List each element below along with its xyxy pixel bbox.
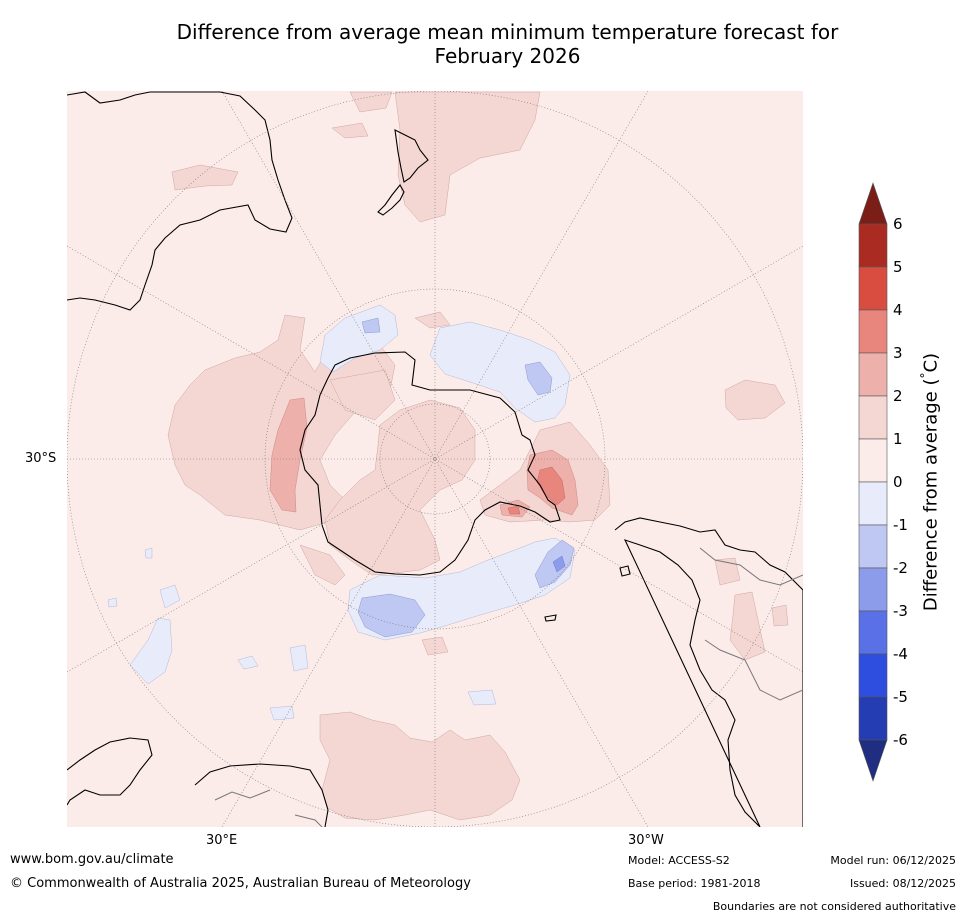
madagascar-outline [194, 763, 329, 827]
colorbar-bin-minus-3-to-minus-2 [858, 567, 888, 612]
anomaly-minus-1-to-0-regions [107, 304, 576, 721]
new-zealand-north-outline [394, 129, 429, 183]
title-line-2: February 2026 [434, 44, 581, 68]
australia-outline [67, 91, 293, 311]
colorbar-tick-minus-5: -5 [893, 688, 908, 706]
country-borders [214, 547, 803, 827]
colorbar-tick-minus-4: -4 [893, 645, 908, 663]
antarctica-outline [299, 351, 561, 576]
south-georgia-outline [544, 614, 557, 622]
africa-outline [67, 737, 153, 806]
colorbar-bin-minus-2-to-minus-1 [858, 524, 888, 569]
south-america-outline [614, 517, 803, 827]
footer-issued: Issued: 08/12/2025 [849, 877, 956, 890]
title-line-1: Difference from average mean minimum tem… [176, 20, 839, 44]
colorbar-label-degree: ° [918, 372, 933, 379]
colorbar-tick-0: 0 [893, 473, 903, 491]
chart-title: Difference from average mean minimum tem… [60, 20, 955, 68]
colorbar [858, 182, 888, 782]
colorbar-bin-minus-1-to-0 [858, 481, 888, 526]
latitude-label-30s: 30°S [25, 451, 57, 466]
falkland-outline [619, 565, 631, 577]
colorbar-tick-6: 6 [893, 215, 903, 233]
colorbar-bin-1-to-2 [858, 395, 888, 440]
colorbar-bin-5-to-6 [858, 223, 888, 268]
colorbar-bin-minus-4-to-minus-3 [858, 610, 888, 655]
colorbar-tick-5: 5 [893, 258, 903, 276]
footer-website: www.bom.gov.au/climate [10, 852, 174, 867]
colorbar-bin-minus-5-to-minus-4 [858, 653, 888, 698]
colorbar-tick-minus-2: -2 [893, 559, 908, 577]
colorbar-tick-3: 3 [893, 344, 903, 362]
footer-model: Model: ACCESS-S2 [628, 854, 730, 867]
anomaly-3-to-4-regions [507, 466, 566, 515]
colorbar-tick-2: 2 [893, 387, 903, 405]
colorbar-bin-0-to-1 [858, 438, 888, 483]
colorbar-tick-minus-3: -3 [893, 602, 908, 620]
longitude-label-30e: 30°E [206, 833, 238, 848]
colorbar-tick-minus-6: -6 [893, 731, 908, 749]
colorbar-label: Difference from average (°C) [919, 353, 942, 611]
colorbar-extend-low [858, 739, 888, 782]
footer-copyright: © Commonwealth of Australia 2025, Austra… [10, 876, 471, 891]
footer-model-run: Model run: 06/12/2025 [830, 854, 956, 867]
colorbar-label-end: C) [920, 352, 942, 373]
footer-disclaimer: Boundaries are not considered authoritat… [712, 900, 956, 913]
colorbar-tick-minus-1: -1 [893, 516, 908, 534]
anomaly-minus-3-to-minus-2-regions [552, 555, 566, 573]
footer-base-period: Base period: 1981-2018 [628, 877, 761, 890]
colorbar-tick-4: 4 [893, 301, 903, 319]
colorbar-bin-2-to-3 [858, 352, 888, 397]
colorbar-bin-3-to-4 [858, 309, 888, 354]
colorbar-bin-4-to-5 [858, 266, 888, 311]
colorbar-label-text: Difference from average ( [920, 378, 942, 612]
colorbar-bin-minus-6-to-minus-5 [858, 696, 888, 741]
colorbar-tick-1: 1 [893, 430, 903, 448]
new-zealand-south-outline [377, 184, 405, 216]
graticule [67, 91, 803, 827]
colorbar-extend-high [858, 182, 888, 225]
longitude-label-30w: 30°W [628, 833, 664, 848]
land-outlines [67, 91, 803, 827]
